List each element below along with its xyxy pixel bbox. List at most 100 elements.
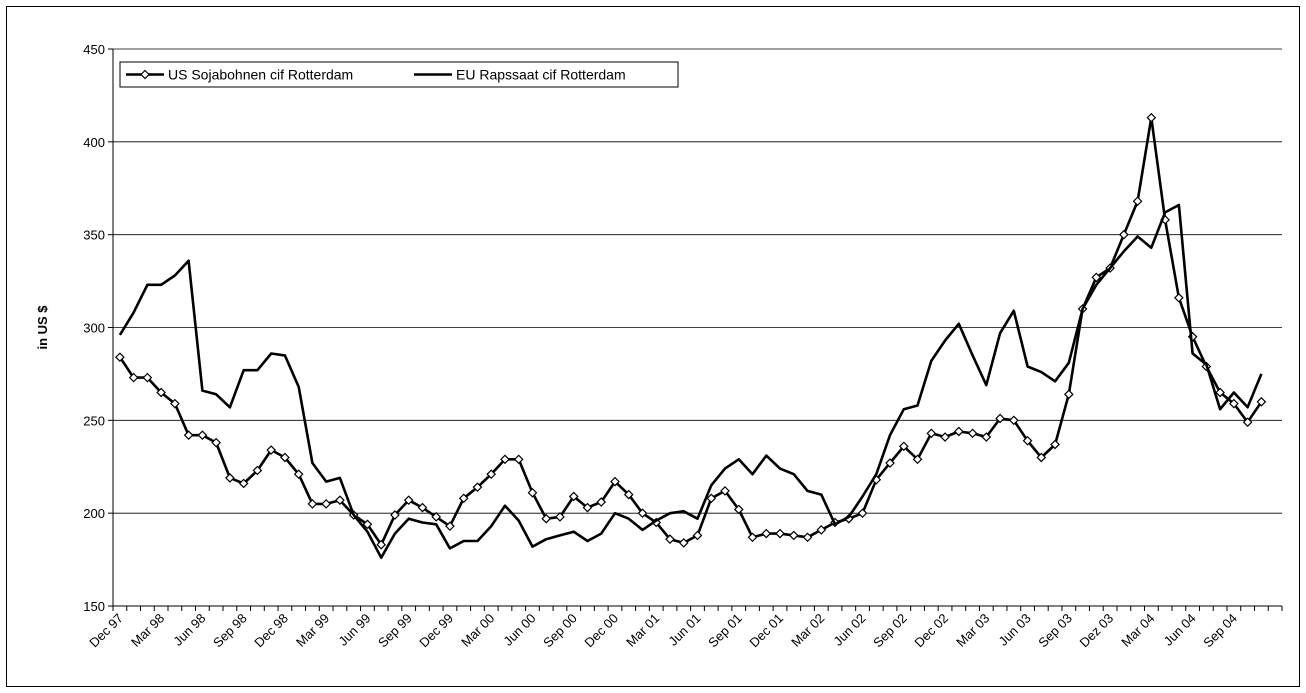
data-point [115,352,125,363]
data-point [1118,229,1129,240]
data-point [266,445,277,455]
legend-label-1: US Sojabohnen cif Rotterdam [168,67,353,83]
x-tick-label: Jun 01 [665,611,703,649]
x-tick-label: Dec 98 [251,611,291,651]
data-point [445,521,455,532]
data-point [857,508,868,519]
data-point [335,495,345,506]
data-point [1091,272,1102,283]
data-point [967,428,978,439]
x-tick-label: Dec 02 [911,611,951,651]
data-point [417,502,428,513]
data-point [211,437,221,448]
series-line-2 [118,203,1263,560]
data-point [500,454,510,465]
x-tick-label: Jun 98 [170,611,208,649]
data-point [1242,417,1253,428]
data-point [953,426,964,437]
data-point [513,454,524,465]
x-tick-label: Dec 01 [746,611,786,651]
data-point [610,476,620,487]
data-point [225,473,235,483]
data-point [1256,396,1267,407]
data-point [183,430,194,441]
data-point [1146,112,1157,123]
x-tick-label: Sep 02 [870,611,910,651]
legend-box [119,61,679,88]
legend-marker [140,69,150,80]
data-point [1050,439,1060,450]
data-point [665,534,675,545]
data-point [1132,196,1143,207]
gridlines [113,48,1282,514]
data-point [1174,292,1184,303]
y-tick-label: 150 [83,599,105,614]
x-tick-label: Jun 04 [1161,611,1199,649]
data-point [293,469,304,480]
data-point [431,512,442,522]
data-point [472,482,483,493]
series-line-1 [118,116,1263,547]
data-point [995,413,1005,424]
x-tick-label: Sep 98 [210,611,250,651]
x-tick-label: Sep 99 [375,611,415,651]
data-point [678,538,689,548]
x-tick-label: Mar 02 [788,611,827,650]
data-point [788,530,799,541]
y-tick-label: 400 [83,135,105,150]
x-tick-labels: Dec 97 Mar 98 Jun 98 Sep 98 Dec 98 Mar 99 Jun … [86,611,1240,651]
y-tick-label: 350 [83,228,105,243]
data-point [926,428,937,439]
x-tick-label: Dez 03 [1076,611,1116,651]
data-point [1215,387,1225,398]
data-point [321,499,332,509]
data-point [912,454,923,465]
series-lines [115,112,1267,560]
data-point [252,465,263,476]
x-tick-label: Mar 03 [953,611,992,650]
data-point [1022,435,1033,446]
data-point [142,372,153,383]
y-tick-label: 250 [83,413,105,428]
data-point [307,499,318,509]
data-point [1063,389,1074,400]
data-point [527,487,538,498]
data-point [376,539,387,550]
data-point [761,528,772,539]
x-tick-label: Sep 04 [1200,611,1240,651]
data-point [1229,398,1239,409]
data-point [156,387,166,398]
data-point [775,528,785,539]
data-point [568,491,579,502]
data-point [555,512,565,522]
data-point [596,497,607,507]
data-point [238,478,249,489]
data-point [280,452,290,463]
data-point [747,532,758,543]
x-tick-label: Jun 03 [995,611,1033,649]
x-tick-label: Jun 00 [500,611,538,649]
x-tick-label: Mar 04 [1118,611,1157,650]
data-point [623,489,634,500]
data-point [733,504,744,515]
x-tick-label: Sep 00 [540,611,580,651]
data-point [403,495,414,506]
data-point [390,510,400,520]
y-tick-label: 300 [83,321,105,336]
legend-label-2: EU Rapssaat cif Rotterdam [456,67,626,83]
data-point [458,493,469,504]
y-axis-label: in US $ [35,305,50,350]
data-point [128,372,139,383]
data-point [898,441,909,452]
x-tick-label: Sep 03 [1035,611,1075,651]
x-tick-label: Mar 00 [458,611,497,650]
data-point [541,513,552,524]
data-point [486,469,497,480]
data-point [582,502,593,513]
data-point [170,398,180,409]
data-point [1008,415,1019,426]
data-point [802,532,813,543]
data-point [637,508,648,519]
x-tick-label: Jun 02 [830,611,868,649]
